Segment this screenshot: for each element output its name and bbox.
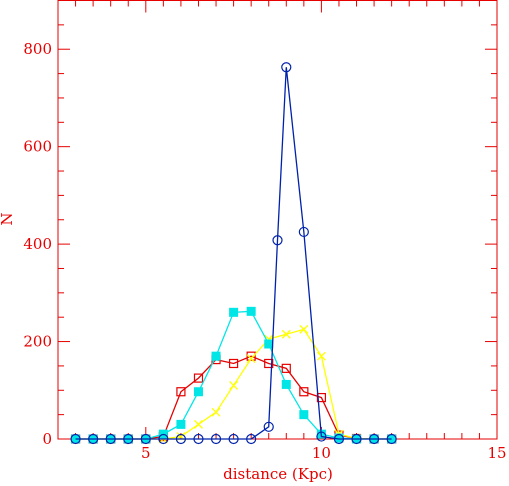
y-tick-label: 200 xyxy=(23,333,52,351)
data-point xyxy=(272,235,283,246)
data-point xyxy=(123,433,134,445)
data-point xyxy=(140,433,151,445)
data-point xyxy=(246,306,256,316)
data-point xyxy=(298,226,309,238)
series-square-filled xyxy=(71,306,397,444)
tick-labels: 5 10 15 0 200 400 600 800 xyxy=(23,40,506,462)
data-point xyxy=(386,433,397,445)
data-point xyxy=(299,410,309,420)
data-point xyxy=(105,433,116,445)
data-point xyxy=(228,433,239,445)
x-tick-label: 10 xyxy=(312,444,331,462)
y-tick-label: 0 xyxy=(42,430,52,448)
data-point xyxy=(299,387,309,397)
data-point xyxy=(175,433,187,445)
data-point xyxy=(193,387,203,397)
series-line xyxy=(75,67,392,440)
axis-ticks xyxy=(58,0,498,440)
data-point xyxy=(264,339,274,349)
x-tick-label: 15 xyxy=(487,444,506,462)
data-point xyxy=(211,407,221,417)
data-point xyxy=(193,373,204,383)
series-layer xyxy=(70,62,397,445)
data-point xyxy=(281,329,291,339)
data-point xyxy=(229,358,239,369)
series-cross xyxy=(71,324,397,444)
data-point xyxy=(333,433,345,445)
data-point xyxy=(263,421,274,432)
data-point xyxy=(281,62,292,73)
data-point xyxy=(176,387,186,397)
data-point xyxy=(229,307,239,317)
data-point xyxy=(246,351,256,361)
data-point xyxy=(246,354,256,364)
data-point xyxy=(88,433,99,445)
series-line xyxy=(75,328,392,440)
data-point xyxy=(281,363,291,373)
y-tick-label: 400 xyxy=(23,235,52,253)
x-tick-label: 5 xyxy=(141,444,151,462)
data-point xyxy=(158,433,169,445)
data-point xyxy=(316,351,326,361)
series-line xyxy=(75,310,392,440)
data-point xyxy=(193,433,204,445)
data-point xyxy=(316,431,327,442)
data-point xyxy=(351,433,362,445)
y-axis-label: N xyxy=(0,212,16,225)
y-tick-label: 800 xyxy=(23,40,52,58)
plot-frame xyxy=(57,0,498,440)
data-point xyxy=(211,351,221,361)
series-circle-open xyxy=(70,62,397,445)
data-point xyxy=(229,380,239,390)
data-point xyxy=(281,379,291,389)
series-square-open xyxy=(70,351,397,444)
data-point xyxy=(246,433,257,445)
data-point xyxy=(316,392,326,403)
data-point xyxy=(368,433,380,445)
data-point xyxy=(194,419,203,429)
data-point xyxy=(264,358,274,369)
y-tick-label: 600 xyxy=(23,138,52,156)
data-point xyxy=(210,433,222,445)
data-point xyxy=(299,324,309,334)
series-line xyxy=(75,355,392,440)
data-point xyxy=(176,419,186,429)
data-point xyxy=(70,433,81,445)
x-axis-label: distance (Kpc) xyxy=(223,465,333,483)
